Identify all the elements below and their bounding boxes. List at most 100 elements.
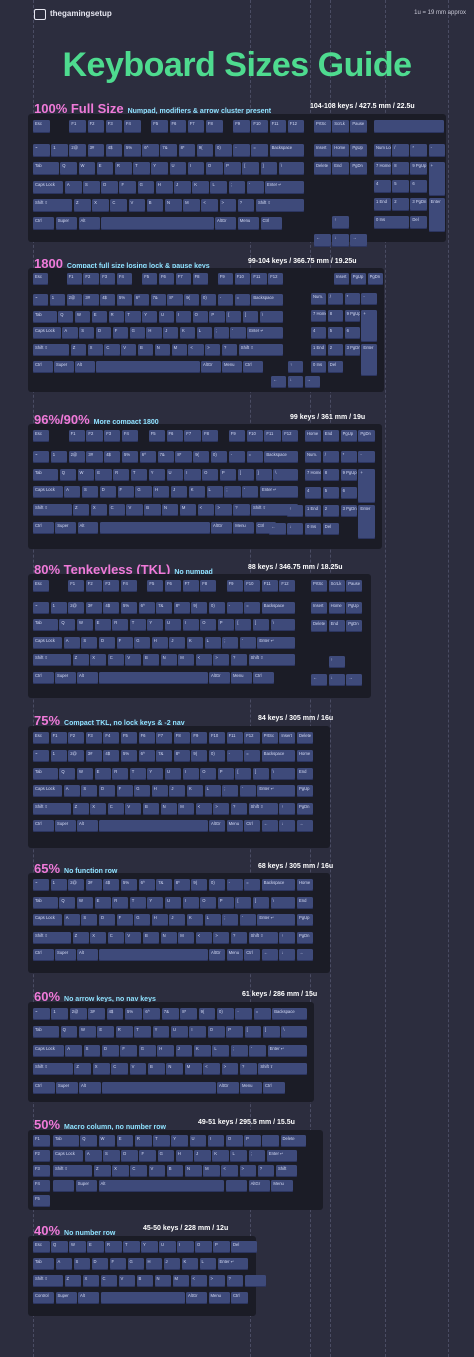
key: Shift ⇧ — [33, 1063, 73, 1076]
key: R — [115, 1026, 133, 1039]
key: < — [190, 1275, 207, 1287]
key: 1 — [51, 144, 68, 158]
key: I — [177, 1241, 194, 1253]
key: S — [81, 636, 98, 649]
key: Shift ⇧ — [251, 504, 299, 517]
key: ↓ — [279, 820, 296, 833]
key: Caps Lock — [53, 1150, 84, 1162]
key: [ — [244, 1026, 262, 1039]
key: F — [119, 180, 137, 194]
key: V — [125, 931, 142, 944]
key: Z — [70, 344, 87, 357]
key: 8* — [167, 293, 183, 306]
key: S — [81, 914, 98, 927]
keyboard-board: Esc F1 F2 F3 F4 F5 F6 F7 F8 F9 F10 F11 F12 ~1 2@ 3# 4$ 5%… — [28, 574, 371, 698]
key: F7 — [187, 120, 205, 133]
key: Menu — [233, 522, 254, 534]
key: ~ — [33, 601, 50, 614]
key: Backspace — [272, 1008, 308, 1020]
key: B — [146, 198, 164, 212]
key: F7 — [156, 732, 173, 744]
key: Home — [297, 879, 314, 891]
key: T — [133, 162, 150, 176]
section-spec: 88 keys / 346.75 mm / 18.25u — [248, 564, 343, 571]
key: E — [94, 896, 111, 909]
keyboard-board: Esc F1 F2 F3 F4 F5 F6 F7 F8 F9 F10 F11 F12 ~1 2@ 3# 4$ 5%… — [28, 114, 446, 247]
key: Ctrl — [244, 820, 261, 833]
key: T — [123, 1241, 140, 1253]
key: Q — [51, 1241, 68, 1253]
key: J — [174, 180, 191, 194]
key: B — [144, 504, 161, 517]
key: R — [108, 310, 124, 323]
key: End — [322, 430, 340, 442]
key: F8 — [205, 120, 223, 133]
key: 6^ — [133, 293, 150, 306]
key: T — [129, 896, 146, 909]
key: O — [202, 468, 219, 481]
key: F7 — [182, 580, 199, 592]
key: = — [234, 293, 250, 306]
key: > — [219, 198, 237, 212]
key: Enter ↵ — [257, 636, 296, 649]
key: Shift ⇧ — [33, 802, 72, 815]
key: F3 — [100, 273, 116, 285]
key: ~ — [33, 450, 50, 463]
key: Menu — [226, 949, 243, 962]
key: P — [219, 468, 237, 481]
key: Q — [59, 767, 76, 780]
key: ? — [222, 344, 238, 357]
key: Backspace — [261, 879, 296, 891]
key: - — [217, 293, 234, 306]
key: Ctrl — [33, 1081, 55, 1094]
key: ; — [222, 785, 239, 798]
key: Num. — [305, 451, 322, 463]
key: F — [120, 1044, 138, 1057]
key: B — [143, 802, 160, 815]
key: Menu — [240, 1081, 262, 1094]
key: C — [107, 802, 124, 815]
key: P — [217, 896, 234, 909]
key: - — [226, 601, 243, 614]
key: Y — [141, 1241, 158, 1253]
key: R — [114, 162, 132, 176]
key: U — [189, 1135, 207, 1147]
key: 0) — [201, 293, 217, 306]
key: Alt — [79, 1081, 101, 1094]
key: A — [65, 1044, 83, 1057]
key: W — [77, 767, 94, 780]
key: L — [206, 486, 223, 499]
key: J — [194, 1150, 211, 1162]
key: - — [235, 1008, 253, 1020]
key: ; — [228, 180, 246, 194]
key: Shift ⇧ — [53, 1165, 93, 1177]
key: ↓ — [287, 376, 304, 388]
key: 4$ — [103, 750, 120, 762]
key: S — [81, 785, 98, 798]
key: ↑ — [332, 216, 349, 229]
key: Num. — [311, 293, 327, 305]
key: H — [175, 1150, 193, 1162]
key: F2 — [33, 1150, 50, 1162]
key: Z — [72, 802, 89, 815]
section-description: No function row — [64, 868, 118, 875]
key: C — [110, 198, 128, 212]
key: Tab — [33, 619, 58, 632]
key: + — [358, 469, 375, 503]
key: U — [166, 468, 183, 481]
key: F2 — [85, 580, 102, 592]
key: Home — [297, 750, 314, 762]
key: F — [112, 327, 129, 340]
key: H — [146, 327, 162, 340]
key: O — [195, 1241, 212, 1253]
key: ] — [255, 468, 272, 481]
key: 7 Home — [305, 469, 322, 481]
key: > — [213, 931, 230, 944]
key: Tab — [33, 1026, 60, 1039]
key: ← — [261, 820, 278, 833]
key: Ctrl — [253, 672, 274, 684]
key: Alt — [78, 1292, 99, 1304]
key: 0) — [211, 450, 228, 463]
key: L — [204, 636, 221, 649]
key: 9( — [193, 450, 210, 463]
